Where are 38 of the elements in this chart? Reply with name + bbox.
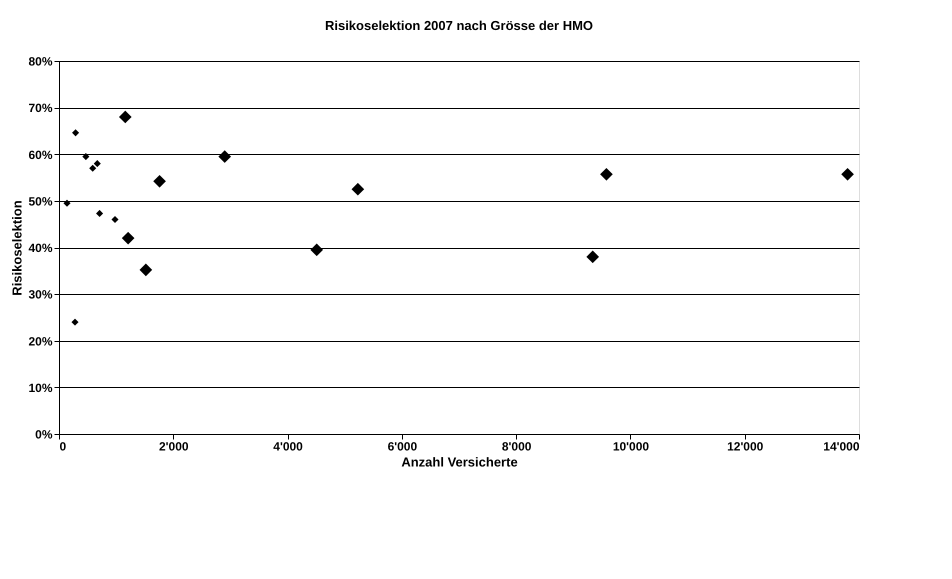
point xyxy=(122,232,134,244)
point xyxy=(153,174,166,188)
x-axis-title: Anzahl Versicherte xyxy=(401,454,518,470)
y-tick-label: 40% xyxy=(28,241,53,255)
point xyxy=(94,160,101,168)
x-tick-label: 10'000 xyxy=(612,440,650,454)
y-tick-label: 0% xyxy=(35,428,53,442)
x-tick-label: 2'000 xyxy=(159,440,189,454)
point xyxy=(218,150,232,163)
chart-title: Risikoselektion 2007 nach Grösse der HMO xyxy=(324,18,594,33)
y-tick-label: 70% xyxy=(28,101,53,116)
point xyxy=(140,264,152,276)
x-tick-label: 14'000 xyxy=(823,440,860,454)
x-tick-label: 0 xyxy=(60,440,66,454)
point xyxy=(600,168,613,181)
x-tick-label: 6'000 xyxy=(388,440,418,454)
y-tick-label: 10% xyxy=(28,380,53,395)
point xyxy=(82,153,90,160)
point xyxy=(841,168,854,181)
point xyxy=(111,216,119,224)
x-tick-label: 12'000 xyxy=(727,440,764,454)
x-tick-label: 8'000 xyxy=(502,440,532,454)
y-tick-label: 30% xyxy=(28,288,53,302)
x-tick-label: 4'000 xyxy=(273,440,304,454)
y-tick-label: 60% xyxy=(28,148,53,162)
point xyxy=(96,210,104,217)
y-tick-label: 20% xyxy=(28,334,53,348)
point xyxy=(72,129,80,136)
y-axis-title: Risikoselektion xyxy=(9,200,24,296)
y-tick-label: 50% xyxy=(28,194,53,208)
y-tick-label: 80% xyxy=(28,54,53,68)
point xyxy=(118,110,132,124)
point xyxy=(586,250,600,264)
point xyxy=(89,164,96,172)
point xyxy=(352,182,364,196)
point xyxy=(310,244,324,256)
point xyxy=(71,318,79,326)
point xyxy=(63,200,71,207)
